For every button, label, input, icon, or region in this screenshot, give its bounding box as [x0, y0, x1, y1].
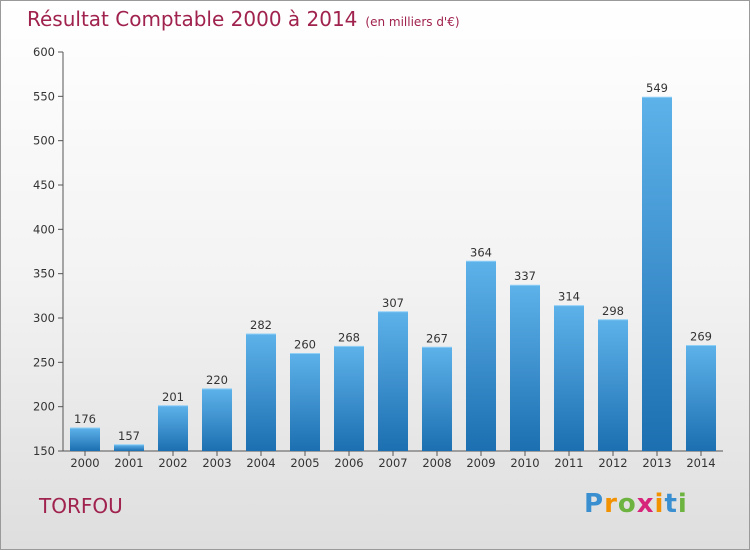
data-label: 549 — [646, 81, 668, 95]
data-label: 260 — [294, 337, 316, 351]
data-label: 176 — [74, 412, 96, 426]
title-text: Résultat Comptable 2000 à 2014 — [27, 7, 358, 31]
logo-letter: i — [654, 489, 665, 519]
data-label: 267 — [426, 331, 448, 345]
x-tick-label: 2011 — [554, 456, 583, 470]
x-tick-label: 2010 — [510, 456, 539, 470]
bar-2012 — [598, 319, 628, 451]
commune-name: TORFOU — [39, 494, 123, 518]
logo-letter: x — [636, 489, 655, 519]
x-tick-label: 2013 — [642, 456, 671, 470]
bar-2009 — [466, 261, 496, 451]
y-tick-label: 500 — [33, 134, 55, 148]
bar-2003 — [202, 388, 232, 451]
bar-2014 — [686, 345, 716, 451]
y-tick-label: 400 — [33, 222, 55, 236]
x-tick-label: 2001 — [114, 456, 143, 470]
y-tick-label: 300 — [33, 311, 55, 325]
x-tick-label: 2007 — [378, 456, 407, 470]
x-tick-label: 2004 — [246, 456, 275, 470]
logo-letter: P — [584, 489, 605, 519]
data-label: 268 — [338, 330, 360, 344]
data-label: 364 — [470, 245, 492, 259]
x-tick-label: 2008 — [422, 456, 451, 470]
bar-2008 — [422, 347, 452, 451]
bar-2013 — [642, 97, 672, 451]
unit-label: (en milliers d'€) — [365, 15, 460, 29]
y-tick-label: 350 — [33, 267, 55, 281]
bar-2006 — [334, 346, 364, 451]
data-label: 307 — [382, 296, 404, 310]
bar-2011 — [554, 305, 584, 451]
data-label: 337 — [514, 269, 536, 283]
logo-letter: t — [664, 489, 678, 519]
bar-2002 — [158, 405, 188, 451]
data-label: 201 — [162, 390, 184, 404]
bar-2010 — [510, 285, 540, 451]
y-tick-label: 150 — [33, 444, 55, 458]
y-tick-label: 450 — [33, 178, 55, 192]
x-tick-label: 2002 — [158, 456, 187, 470]
bar-2001 — [114, 444, 144, 451]
logo-letter: o — [617, 489, 637, 519]
x-tick-label: 2009 — [466, 456, 495, 470]
y-tick-label: 200 — [33, 400, 55, 414]
data-label: 220 — [206, 373, 228, 387]
x-tick-label: 2012 — [598, 456, 627, 470]
x-tick-label: 2003 — [202, 456, 231, 470]
data-label: 282 — [250, 318, 272, 332]
y-tick-label: 600 — [33, 45, 55, 59]
data-label: 298 — [602, 304, 624, 318]
y-tick-label: 250 — [33, 355, 55, 369]
logo-letter: i — [677, 489, 688, 519]
y-tick-label: 550 — [33, 89, 55, 103]
data-label: 157 — [118, 429, 140, 443]
x-tick-label: 2000 — [70, 456, 99, 470]
bar-2000 — [70, 427, 100, 451]
x-tick-label: 2014 — [686, 456, 715, 470]
logo-letter: r — [604, 489, 618, 519]
proxiti-logo: Proxiti — [584, 489, 688, 519]
x-tick-label: 2006 — [334, 456, 363, 470]
chart-title: Résultat Comptable 2000 à 2014 (en millie… — [27, 7, 460, 31]
bar-2005 — [290, 353, 320, 451]
bar-2004 — [246, 333, 276, 451]
data-label: 314 — [558, 290, 580, 304]
bar-2007 — [378, 311, 408, 451]
x-tick-label: 2005 — [290, 456, 319, 470]
data-label: 269 — [690, 329, 712, 343]
